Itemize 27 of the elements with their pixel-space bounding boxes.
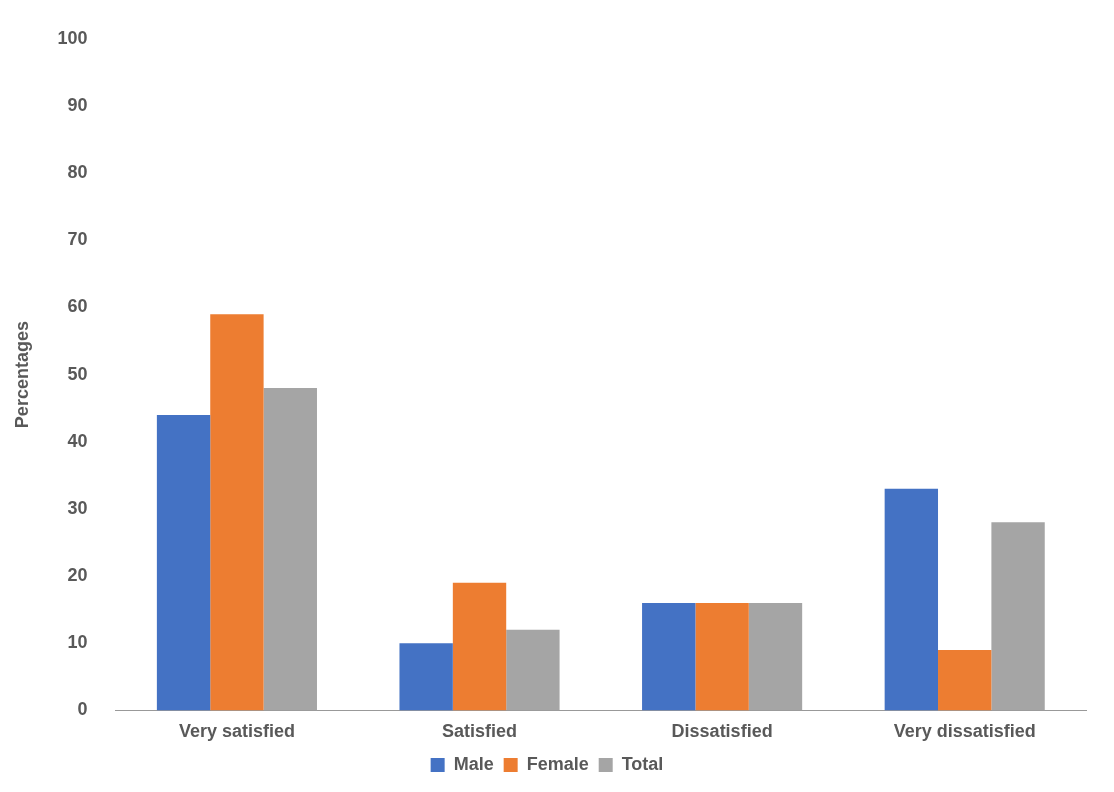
y-tick-label: 80	[67, 162, 88, 183]
y-tick-label: 30	[67, 497, 88, 518]
y-tick-label: 40	[67, 430, 88, 451]
x-tick-label: Very satisfied	[178, 721, 295, 742]
x-tick-label: Very dissatisfied	[893, 721, 1036, 742]
bar	[642, 602, 696, 711]
y-tick-label: 0	[77, 699, 88, 720]
legend-label: Male	[453, 753, 494, 774]
bar	[156, 414, 211, 711]
bar	[452, 582, 507, 711]
x-tick-label: Dissatisfied	[671, 721, 773, 742]
bar	[399, 643, 453, 711]
y-tick-label: 60	[67, 296, 88, 317]
bar	[210, 314, 264, 711]
y-axis-title: Percentages	[11, 321, 32, 429]
bar	[938, 649, 992, 711]
y-tick-label: 90	[67, 94, 88, 115]
legend-label: Total	[621, 753, 664, 774]
bar	[884, 488, 939, 711]
bar	[695, 602, 749, 711]
x-tick-label: Satisfied	[442, 721, 518, 742]
legend-label: Female	[526, 753, 589, 774]
y-tick-label: 10	[67, 632, 88, 653]
y-tick-label: 70	[67, 229, 88, 250]
y-tick-label: 20	[67, 565, 88, 586]
y-tick-label: 50	[67, 363, 88, 384]
y-tick-label: 100	[57, 27, 88, 48]
